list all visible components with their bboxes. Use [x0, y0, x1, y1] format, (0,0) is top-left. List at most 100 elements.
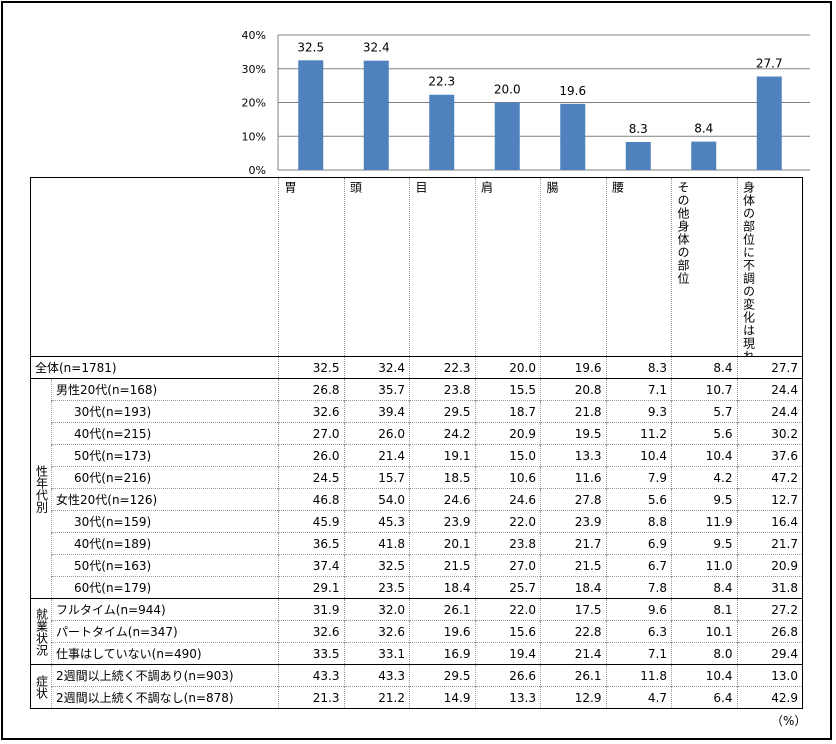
bar	[298, 60, 324, 170]
table-cell: 24.4	[736, 400, 803, 423]
row-label: 30代(n=193)	[51, 400, 279, 423]
table-cell: 20.8	[540, 378, 606, 401]
table-cell: 11.8	[605, 664, 672, 687]
column-header: 目	[409, 177, 475, 357]
table-cell: 27.8	[540, 488, 606, 511]
row-label: パートタイム(n=347)	[51, 620, 279, 643]
table-cell: 26.1	[540, 664, 606, 687]
column-header: その他身体の部位	[671, 177, 737, 357]
y-tick-label: 30%	[242, 63, 266, 76]
table-cell: 20.0	[474, 356, 541, 379]
header-corner	[31, 178, 279, 357]
row-label-total: 全体(n=1781)	[30, 356, 279, 379]
bar-value-label: 20.0	[494, 83, 521, 97]
row-label: 60代(n=179)	[51, 576, 279, 599]
row-label: 50代(n=163)	[51, 554, 279, 577]
table-cell: 8.8	[605, 510, 672, 533]
table-cell: 47.2	[736, 466, 803, 489]
bar-value-label: 8.3	[629, 122, 648, 136]
row-label: 2週間以上続く不調あり(n=903)	[51, 664, 279, 687]
table-cell: 32.4	[343, 356, 410, 379]
column-header-label: 目	[414, 181, 428, 194]
table-cell: 9.6	[605, 598, 672, 621]
table-cell: 24.4	[736, 378, 803, 401]
table-cell: 8.4	[671, 576, 737, 599]
table-cell: 5.6	[605, 488, 672, 511]
table-cell: 10.7	[671, 378, 737, 401]
table-cell: 22.0	[474, 598, 541, 621]
table-cell: 54.0	[343, 488, 410, 511]
table-cell: 7.1	[605, 378, 672, 401]
table-cell: 32.0	[343, 598, 410, 621]
table-cell: 10.6	[474, 466, 541, 489]
table-cell: 27.0	[278, 422, 344, 445]
table-cell: 21.8	[540, 400, 606, 423]
table-cell: 19.6	[540, 356, 606, 379]
data-table: 胃 頭 目 肩 腸 腰 その他身体の部位 身体の部位に不調の変化は現れない 全体(n=1781)…	[30, 177, 803, 709]
table-cell: 33.5	[278, 642, 344, 665]
table-cell: 20.9	[474, 422, 541, 445]
table-cell: 16.9	[409, 642, 475, 665]
table-cell: 8.0	[671, 642, 737, 665]
table-cell: 29.1	[278, 576, 344, 599]
column-header-label: 胃	[283, 181, 297, 194]
table-cell: 6.7	[605, 554, 672, 577]
table-cell: 8.4	[671, 356, 737, 379]
table-cell: 7.1	[605, 642, 672, 665]
table-cell: 9.5	[671, 532, 737, 555]
table-cell: 36.5	[278, 532, 344, 555]
table-cell: 45.9	[278, 510, 344, 533]
table-cell: 31.8	[736, 576, 803, 599]
table-cell: 10.4	[671, 444, 737, 467]
group-label: 性年代別	[30, 378, 52, 599]
table-cell: 32.6	[278, 620, 344, 643]
table-cell: 20.1	[409, 532, 475, 555]
table-cell: 18.4	[409, 576, 475, 599]
table-cell: 32.5	[278, 356, 344, 379]
table-cell: 19.1	[409, 444, 475, 467]
table-cell: 10.4	[671, 664, 737, 687]
table-cell: 29.5	[409, 664, 475, 687]
table-cell: 16.4	[736, 510, 803, 533]
row-label: 40代(n=215)	[51, 422, 279, 445]
table-cell: 5.6	[671, 422, 737, 445]
table-cell: 7.8	[605, 576, 672, 599]
table-cell: 18.7	[474, 400, 541, 423]
bar	[691, 141, 717, 170]
table-cell: 22.3	[409, 356, 475, 379]
table-cell: 26.6	[474, 664, 541, 687]
row-label: 30代(n=159)	[51, 510, 279, 533]
row-label: 60代(n=216)	[51, 466, 279, 489]
table-cell: 13.3	[474, 686, 541, 709]
bar-value-label: 32.5	[297, 40, 324, 54]
table-cell: 32.6	[343, 620, 410, 643]
table-cell: 12.9	[540, 686, 606, 709]
unit-label: （%）	[771, 714, 807, 728]
bar-chart: 40% 30% 20% 10% 0% 32.5 32.4 22.3 20.0 19.6 8.3 8.4…	[242, 29, 810, 177]
bar	[625, 141, 651, 170]
table-cell: 24.6	[409, 488, 475, 511]
table-cell: 19.4	[474, 642, 541, 665]
table-cell: 15.6	[474, 620, 541, 643]
column-header-label: 腰	[610, 181, 625, 194]
bar-value-label: 27.7	[756, 57, 783, 71]
table-cell: 29.4	[736, 642, 803, 665]
table-cell: 6.3	[605, 620, 672, 643]
table-cell: 37.6	[736, 444, 803, 467]
table-cell: 33.1	[343, 642, 410, 665]
column-header: 腸	[540, 177, 606, 357]
table-cell: 21.5	[409, 554, 475, 577]
table-cell: 27.7	[736, 356, 803, 379]
table-cell: 26.1	[409, 598, 475, 621]
column-header: 肩	[474, 177, 541, 357]
table-cell: 21.4	[540, 642, 606, 665]
table-cell: 21.4	[343, 444, 410, 467]
table-cell: 21.7	[736, 532, 803, 555]
table-cell: 11.9	[671, 510, 737, 533]
group-label: 症状	[30, 664, 52, 709]
table-cell: 6.4	[671, 686, 737, 709]
table-cell: 23.8	[474, 532, 541, 555]
table-cell: 23.9	[540, 510, 606, 533]
row-label: 50代(n=173)	[51, 444, 279, 467]
bar-value-label: 8.4	[694, 122, 713, 136]
